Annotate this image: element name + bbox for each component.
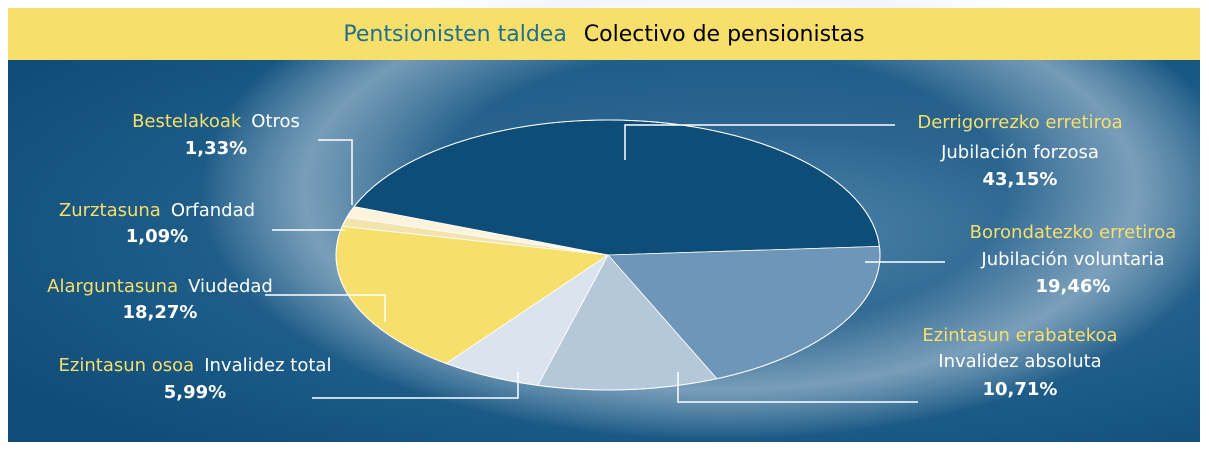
label-es: Jubilación forzosa <box>940 142 1099 163</box>
value-label: 43,15% <box>983 169 1058 190</box>
label-es: Orfandad <box>171 200 255 221</box>
value-label: 10,71% <box>983 379 1058 400</box>
label-eu: Bestelakoak <box>132 111 242 132</box>
label-eu: Ezintasun erabatekoa <box>922 325 1117 346</box>
label-es: Otros <box>251 111 300 132</box>
value-label: 1,09% <box>126 226 188 247</box>
label-eu: Alarguntasuna <box>47 276 178 297</box>
label-es: Invalidez absoluta <box>938 351 1101 372</box>
value-label: 5,99% <box>164 382 226 403</box>
title-eu: Pentsionisten taldea <box>343 22 566 47</box>
label-eu: Zurztasuna <box>59 200 161 221</box>
label-eu: Borondatezko erretiroa <box>970 222 1177 243</box>
slice-label: Bestelakoak Otros <box>132 111 300 132</box>
label-eu: Derrigorrezko erretiroa <box>917 112 1122 133</box>
label-es: Viudedad <box>188 276 273 297</box>
label-es: Invalidez total <box>204 355 331 376</box>
value-label: 19,46% <box>1036 276 1111 297</box>
chart-title: Pentsionisten taldea Colectivo de pensio… <box>343 22 864 47</box>
pie <box>336 120 880 390</box>
label-es: Jubilación voluntaria <box>980 249 1164 270</box>
chart: Pentsionisten taldea Colectivo de pensio… <box>0 0 1209 450</box>
value-label: 1,33% <box>185 138 247 159</box>
page: {"chart_data": { "type": "pie", "title":… <box>0 0 1209 450</box>
slice-label: Alarguntasuna Viudedad <box>47 276 273 297</box>
slice-label: Zurztasuna Orfandad <box>59 200 255 221</box>
label-eu: Ezintasun osoa <box>59 355 195 376</box>
value-label: 18,27% <box>123 302 198 323</box>
title-es: Colectivo de pensionistas <box>584 22 865 47</box>
